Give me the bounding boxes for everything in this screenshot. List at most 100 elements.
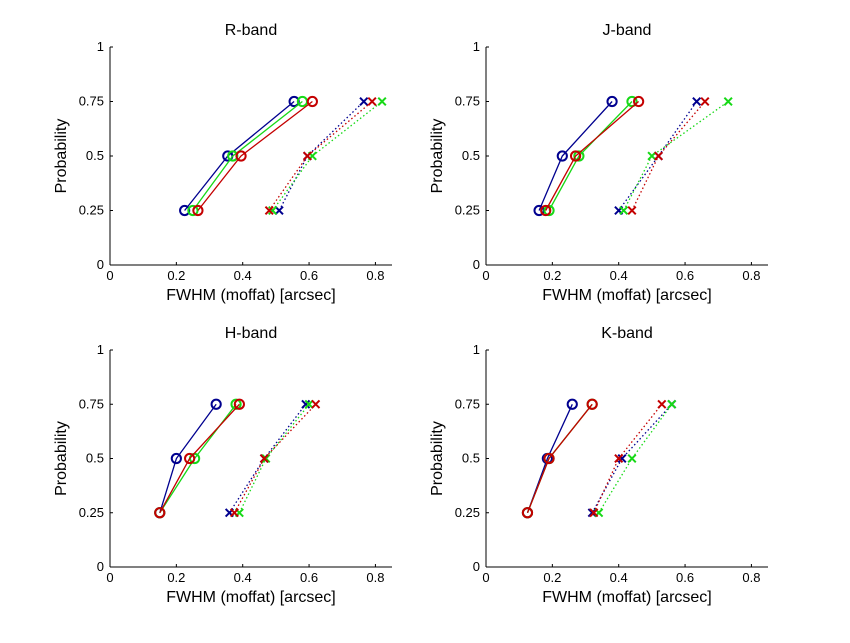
y-tick-label: 0 <box>473 257 480 272</box>
data-point-cross <box>274 205 284 216</box>
x-tick-label: 0.8 <box>366 268 384 283</box>
data-point-cross <box>589 508 599 518</box>
data-point-cross <box>264 205 274 216</box>
series-blue-circle <box>154 398 222 519</box>
y-tick-label: 0 <box>97 257 104 272</box>
y-tick-label: 0.5 <box>86 148 104 163</box>
y-axis-label: Probability <box>429 119 446 194</box>
series-blue-circle <box>179 95 300 217</box>
y-axis-label: Probability <box>53 119 70 194</box>
data-point-circle <box>184 452 196 465</box>
x-tick-label: 0.2 <box>543 268 561 283</box>
data-point-cross <box>614 453 624 464</box>
panel-3: 0 0.2 0.4 0.6 0.8 0 0.25 0.5 0.75 1 H-band FWHM (mo… <box>53 325 392 606</box>
x-tick-label: 0.2 <box>167 570 185 585</box>
data-point-circle <box>626 95 638 108</box>
chart-title: H-band <box>225 325 277 342</box>
data-point-cross <box>587 508 597 518</box>
data-point-cross <box>229 508 239 518</box>
series-green-cross <box>594 399 677 518</box>
series-blue-cross <box>224 399 311 518</box>
y-tick-label: 0.5 <box>86 451 104 466</box>
series-line <box>159 403 217 513</box>
data-point-cross <box>627 453 637 464</box>
panel-4: 0 0.2 0.4 0.6 0.8 0 0.25 0.5 0.75 1 K-band FWHM (mo… <box>429 325 768 606</box>
x-tick-label: 0.6 <box>300 570 318 585</box>
x-axis-label: FWHM (moffat) [arcsec] <box>166 589 336 606</box>
series-line <box>526 403 593 514</box>
data-point-cross <box>301 399 311 409</box>
series-red-circle <box>521 398 598 519</box>
series-blue-circle <box>521 398 578 519</box>
x-tick-label: 0.8 <box>366 570 384 585</box>
x-tick-label: 0.8 <box>742 570 760 585</box>
data-point-circle <box>210 398 222 410</box>
data-point-cross <box>367 96 377 107</box>
y-tick-label: 0.75 <box>79 94 104 109</box>
y-tick-label: 0.25 <box>79 203 104 218</box>
data-point-cross <box>657 399 667 409</box>
data-point-circle <box>586 398 598 410</box>
y-tick-label: 0.25 <box>455 505 480 520</box>
series-line <box>631 101 706 211</box>
data-point-circle <box>306 95 318 108</box>
data-point-circle <box>556 150 568 162</box>
y-tick-label: 1 <box>97 39 104 54</box>
x-tick-label: 0 <box>482 570 489 585</box>
series-red-cross <box>229 399 321 518</box>
chart-title: K-band <box>601 325 653 342</box>
y-axis-label: Probability <box>429 421 446 496</box>
series-line <box>545 101 640 211</box>
series-green-cross <box>619 96 733 216</box>
series-line <box>238 403 310 514</box>
series-red-cross <box>589 399 667 518</box>
series-line <box>548 101 633 211</box>
y-tick-label: 0.75 <box>455 396 480 411</box>
x-tick-label: 0.2 <box>167 268 185 283</box>
data-point-cross <box>261 453 271 464</box>
data-point-circle <box>573 150 585 162</box>
data-point-cross <box>302 151 312 161</box>
series-line <box>159 403 240 514</box>
data-point-cross <box>359 96 369 107</box>
series-line <box>593 403 663 514</box>
x-tick-label: 0.4 <box>234 268 252 283</box>
data-point-cross <box>647 151 657 161</box>
series-green-cross <box>268 96 387 216</box>
data-point-circle <box>606 95 618 108</box>
y-tick-label: 0.5 <box>462 451 480 466</box>
x-tick-label: 0 <box>106 570 113 585</box>
data-point-cross <box>377 96 387 107</box>
series-line <box>526 403 593 514</box>
data-point-circle <box>233 398 245 410</box>
chart-title: R-band <box>225 22 277 39</box>
x-tick-label: 0.6 <box>300 268 318 283</box>
series-blue-cross <box>274 96 369 216</box>
x-tick-label: 0.6 <box>676 570 694 585</box>
x-axis-label: FWHM (moffat) [arcsec] <box>166 287 336 304</box>
data-point-cross <box>667 399 677 409</box>
chart-title: J-band <box>603 22 652 39</box>
panel-2: 0 0.2 0.4 0.6 0.8 0 0.25 0.5 0.75 1 J-band FWHM (mo… <box>429 22 768 304</box>
data-point-circle <box>569 150 582 162</box>
x-axis-label: FWHM (moffat) [arcsec] <box>542 589 712 606</box>
data-point-cross <box>723 96 733 107</box>
series-line <box>184 100 295 211</box>
x-tick-label: 0 <box>106 268 113 283</box>
series-line <box>272 100 383 211</box>
y-tick-label: 0.75 <box>455 94 480 109</box>
data-point-cross <box>304 399 314 409</box>
y-tick-label: 1 <box>473 342 480 357</box>
data-point-cross <box>617 453 627 464</box>
data-point-circle <box>633 95 645 108</box>
data-point-circle <box>540 204 552 217</box>
x-tick-label: 0.4 <box>610 268 628 283</box>
data-point-cross <box>259 453 269 464</box>
y-tick-label: 1 <box>473 39 480 54</box>
series-line <box>192 100 303 211</box>
series-line <box>623 100 729 211</box>
data-point-circle <box>192 204 204 217</box>
data-point-circle <box>235 150 247 162</box>
